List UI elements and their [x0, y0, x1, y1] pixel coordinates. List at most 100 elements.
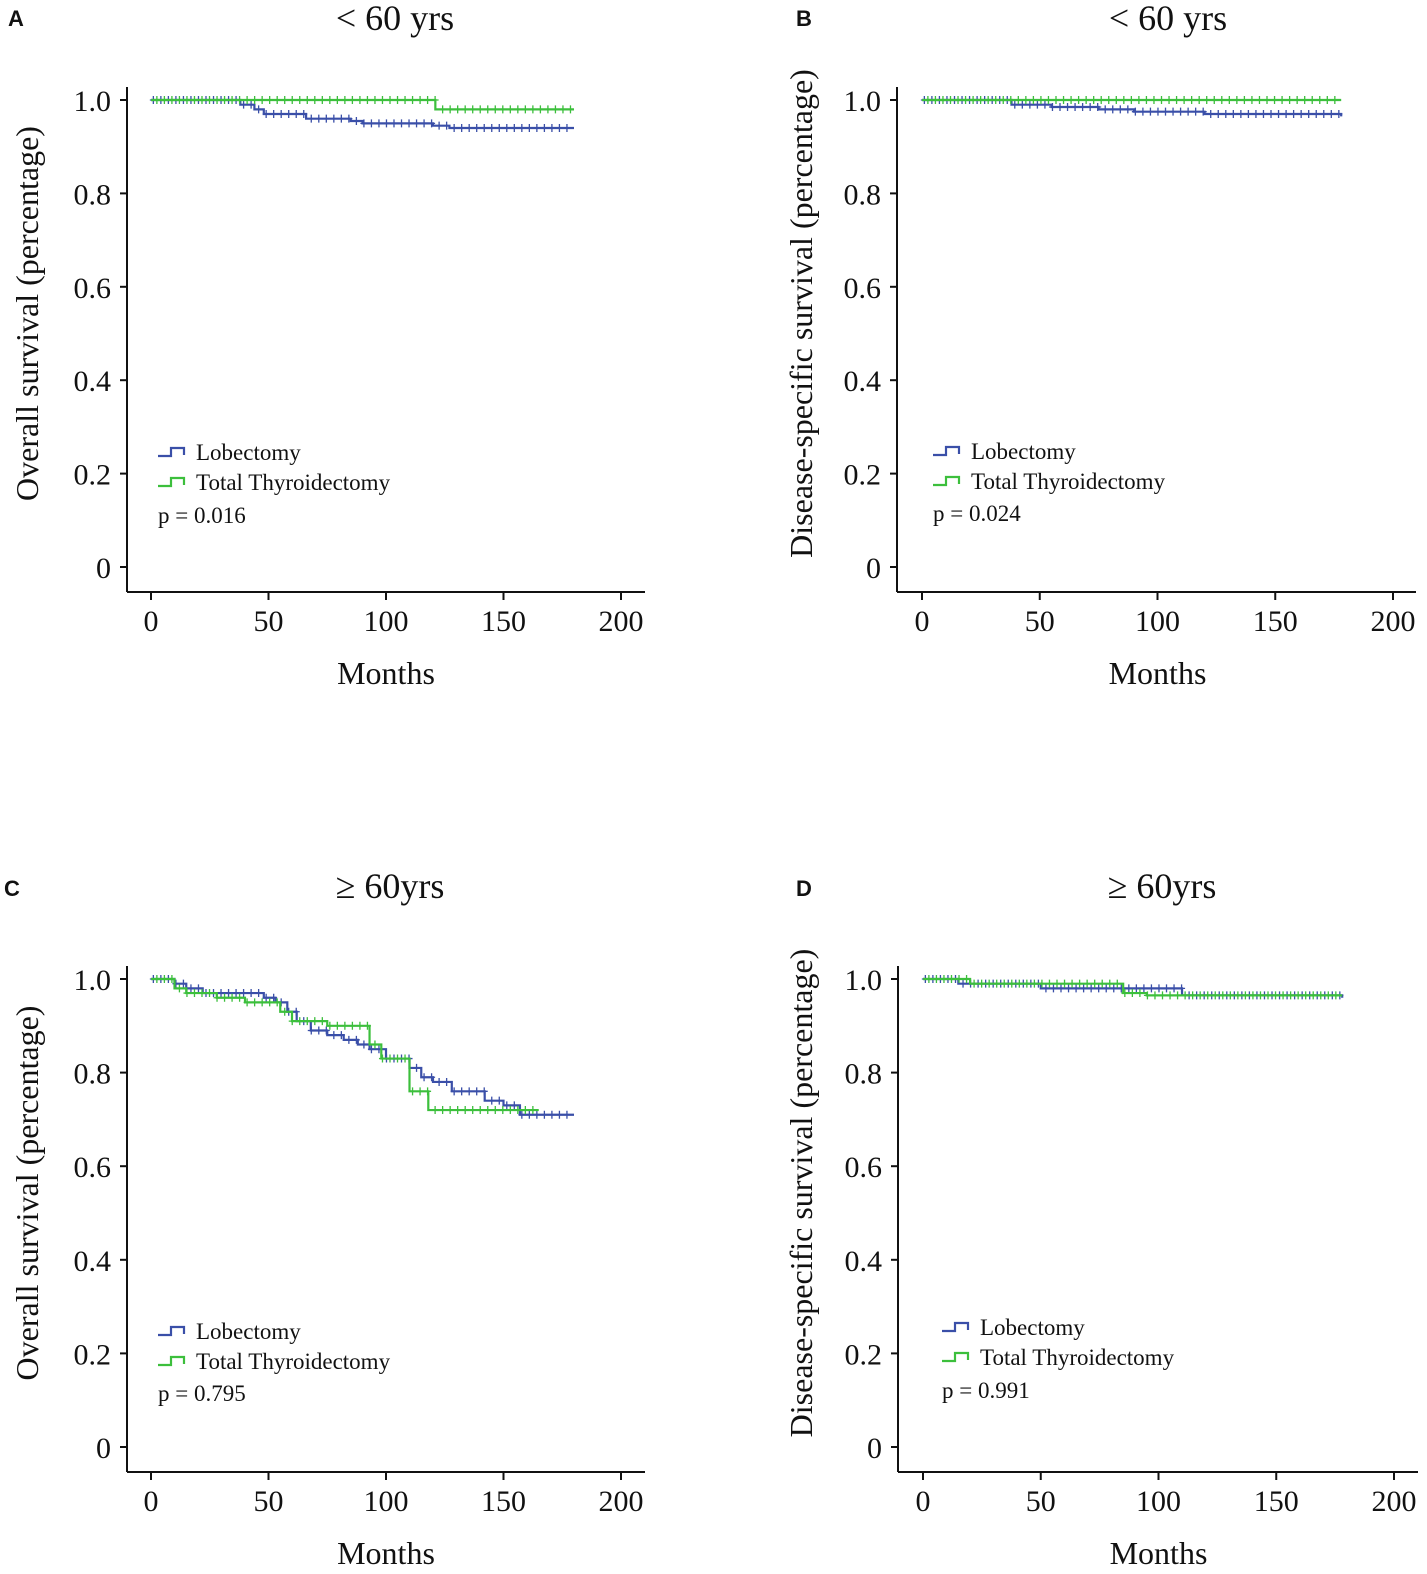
- censor-mark: [1312, 110, 1320, 119]
- censor-mark: [1195, 96, 1203, 104]
- y-tick-label: 0.2: [844, 459, 882, 492]
- censor-mark: [1294, 991, 1302, 1000]
- censor-mark: [190, 96, 198, 104]
- censor-mark: [962, 96, 970, 104]
- censor-mark: [488, 1096, 496, 1105]
- censor-mark: [1121, 989, 1129, 998]
- censor-mark: [352, 117, 360, 126]
- censor-mark: [401, 96, 409, 104]
- censor-mark: [1076, 979, 1084, 988]
- censor-mark: [1170, 984, 1178, 993]
- panel-D: D ≥ 60yrs 0 0.2 0.4 0.6 0.8 1.0 0 50 100 150 200 Mont…: [783, 866, 1418, 1571]
- censor-mark: [198, 989, 206, 998]
- panel-A: A < 60 yrs 0 0.2 0.4 0.6 0.8 1.0 0 50 100 150 200 Mon…: [8, 0, 645, 691]
- censor-mark: [255, 105, 263, 114]
- censor-mark: [1267, 110, 1275, 119]
- censor-mark: [363, 1021, 371, 1030]
- censor-mark: [318, 1017, 326, 1026]
- censor-mark: [1323, 96, 1331, 104]
- censor-mark: [1317, 991, 1325, 1000]
- censor-mark: [1219, 991, 1227, 1000]
- censor-mark: [940, 975, 948, 983]
- censor-mark: [1052, 96, 1060, 104]
- censor-mark: [959, 979, 967, 988]
- censor-mark: [356, 96, 364, 104]
- censor-mark: [1234, 991, 1242, 1000]
- censor-mark: [1233, 96, 1241, 104]
- censor-mark: [243, 96, 251, 104]
- censor-mark: [1163, 984, 1171, 993]
- censor-mark: [360, 1040, 368, 1049]
- censor-mark: [1158, 96, 1165, 104]
- censor-mark: [446, 105, 454, 114]
- legend-label: Lobectomy: [196, 1319, 301, 1344]
- censor-mark: [345, 114, 353, 123]
- censor-mark: [969, 96, 977, 104]
- censor-mark: [296, 1017, 304, 1026]
- censor-mark: [1037, 96, 1045, 104]
- censor-mark: [337, 1031, 345, 1040]
- censor-mark: [506, 1106, 514, 1115]
- censor-mark: [1252, 110, 1260, 119]
- censor-mark: [1030, 979, 1038, 988]
- censor-mark: [1056, 103, 1064, 112]
- censor-mark: [1075, 96, 1083, 104]
- censor-mark: [1132, 984, 1140, 993]
- censor-mark: [1188, 96, 1196, 104]
- censor-mark: [1023, 979, 1031, 988]
- censor-mark: [1064, 103, 1072, 112]
- censor-mark: [333, 1021, 341, 1030]
- x-axis-label: Months: [1109, 655, 1207, 691]
- censor-mark: [1324, 991, 1332, 1000]
- x-tick-label: 50: [254, 605, 284, 638]
- censor-mark: [473, 1087, 481, 1096]
- censor-mark: [1008, 979, 1016, 988]
- censor-mark: [1199, 107, 1207, 116]
- censor-mark: [1259, 110, 1267, 119]
- censor-mark: [985, 979, 993, 988]
- censor-mark: [431, 96, 439, 104]
- censor-mark: [270, 993, 278, 1002]
- censor-mark: [503, 124, 511, 133]
- censor-mark: [311, 1017, 319, 1026]
- x-tick-label: 150: [481, 605, 526, 638]
- censor-mark: [1097, 96, 1105, 104]
- censor-mark: [292, 1007, 300, 1016]
- censor-mark: [326, 96, 334, 104]
- censor-mark: [461, 105, 469, 114]
- censor-mark: [484, 1106, 492, 1115]
- y-axis-label: Overall survival (percentage): [9, 1006, 45, 1381]
- censor-mark: [1316, 96, 1324, 104]
- censor-mark: [225, 989, 233, 998]
- censor-mark: [337, 114, 345, 123]
- censor-mark: [236, 993, 244, 1002]
- censor-mark: [450, 124, 458, 133]
- censor-mark: [932, 975, 940, 983]
- censor-mark: [1286, 96, 1294, 104]
- censor-mark: [506, 105, 514, 114]
- censor-mark: [405, 119, 413, 128]
- censor-mark: [1320, 110, 1328, 119]
- censor-mark: [1256, 991, 1264, 1000]
- legend-label: Lobectomy: [971, 439, 1076, 464]
- censor-mark: [296, 96, 304, 104]
- censor-mark: [318, 96, 326, 104]
- censor-mark: [1174, 991, 1182, 1000]
- series-lobectomy: [149, 96, 574, 133]
- censor-mark: [1255, 96, 1263, 104]
- x-tick-label: 200: [1372, 1485, 1417, 1518]
- censor-mark: [1237, 110, 1245, 119]
- chart-title: < 60 yrs: [1109, 0, 1227, 38]
- censor-mark: [480, 124, 488, 133]
- censor-mark: [1177, 107, 1185, 116]
- censor-mark: [540, 124, 548, 133]
- x-axis-label: Months: [1110, 1535, 1208, 1571]
- censor-mark: [247, 100, 255, 109]
- censor-mark: [273, 998, 281, 1007]
- censor-mark: [221, 993, 229, 1002]
- censor-mark: [360, 119, 368, 128]
- censor-mark: [521, 105, 529, 114]
- censor-mark: [348, 96, 356, 104]
- censor-mark: [439, 105, 447, 114]
- censor-mark: [465, 124, 473, 133]
